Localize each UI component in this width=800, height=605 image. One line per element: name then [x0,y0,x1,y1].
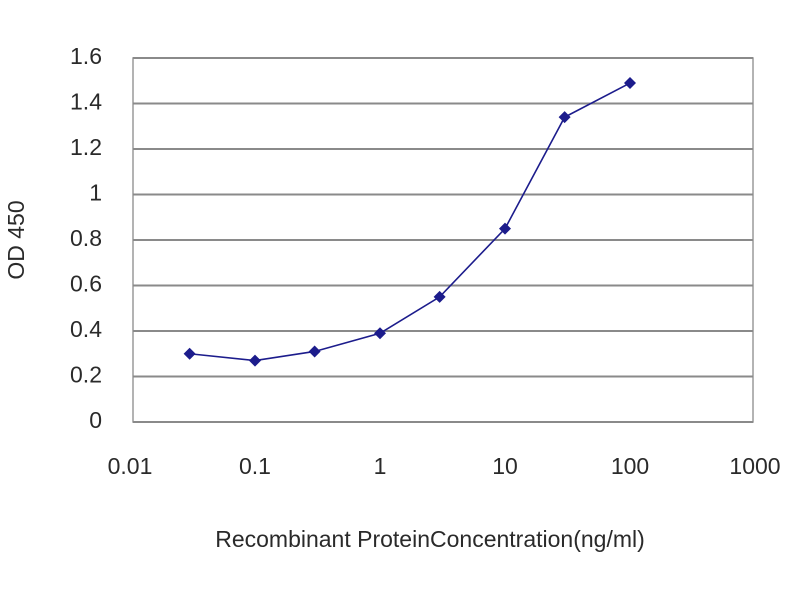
y-tick-label: 1.6 [70,43,102,69]
data-point [374,327,386,340]
x-tick-label: 1000 [729,453,780,479]
data-point [624,77,636,90]
data-point [249,354,261,367]
data-point [308,345,321,358]
y-tick-label: 0.2 [70,362,102,388]
data-point [183,347,196,360]
y-axis-label: OD 450 [3,200,29,279]
y-tick-label: 0 [89,407,102,433]
data-line [189,82,631,362]
data-point [558,111,571,124]
y-tick-label: 1.4 [70,89,102,115]
x-tick-label: 0.01 [108,453,153,479]
x-tick-label: 10 [492,453,518,479]
y-tick-label: 1.2 [70,134,102,160]
x-tick-label: 100 [611,453,649,479]
y-tick-label: 0.6 [70,271,102,297]
x-axis-label: Recombinant ProteinConcentration(ng/ml) [215,526,645,552]
data-point [499,222,511,235]
x-tick-label: 0.1 [239,453,271,479]
data-point [433,290,446,303]
y-tick-label: 0.8 [70,225,102,251]
x-tick-label: 1 [374,453,387,479]
y-tick-label: 1 [89,180,102,206]
y-tick-label: 0.4 [70,316,102,342]
